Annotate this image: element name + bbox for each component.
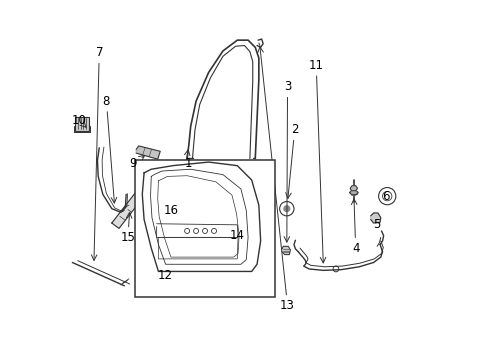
Text: 4: 4 [351,242,359,255]
Polygon shape [136,146,160,159]
Text: 13: 13 [280,299,294,312]
Text: 8: 8 [102,95,110,108]
Text: 11: 11 [308,59,323,72]
Text: 15: 15 [120,231,135,244]
Text: 1: 1 [185,157,192,170]
Text: 2: 2 [290,123,298,136]
Bar [75,117,89,131]
Text: 6: 6 [382,190,389,203]
Text: 16: 16 [163,204,178,217]
Text: 7: 7 [95,46,103,59]
Text: 9: 9 [129,157,137,170]
Text: 12: 12 [158,269,173,282]
Text: 5: 5 [373,218,380,231]
Bar [135,160,274,297]
Polygon shape [112,191,144,228]
Polygon shape [370,213,380,223]
Polygon shape [349,186,357,191]
Circle shape [283,205,290,212]
Text: 3: 3 [283,80,291,93]
Polygon shape [167,193,187,214]
Polygon shape [226,212,234,225]
Polygon shape [282,246,290,255]
Text: 14: 14 [229,229,244,242]
Text: 10: 10 [72,114,87,127]
Polygon shape [72,257,125,286]
Polygon shape [349,190,357,195]
